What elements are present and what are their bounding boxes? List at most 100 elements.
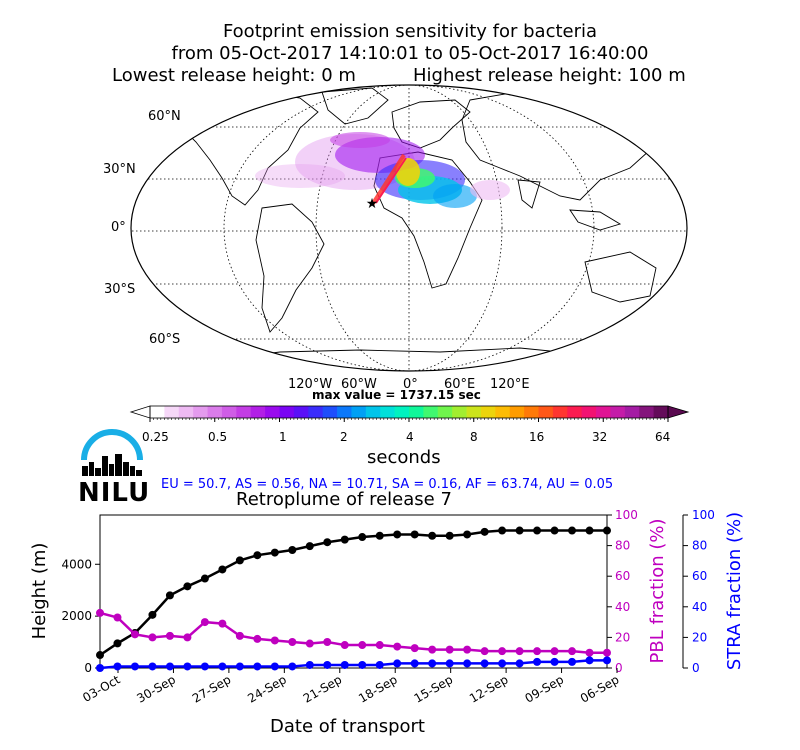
- y-axis-label-pbl: PBL fraction (%): [647, 519, 668, 664]
- x-axis-tick-label: 06-Sep: [578, 672, 622, 705]
- left-axis-tick-label: 0: [84, 661, 92, 675]
- colorbar-cell: [639, 406, 655, 418]
- pbl-axis-tick-label: 80: [615, 539, 630, 553]
- series-point: [585, 526, 594, 535]
- series-point: [410, 644, 419, 653]
- series-point: [200, 618, 209, 627]
- colorbar-cell: [509, 406, 525, 418]
- series-point: [340, 660, 349, 669]
- stra-axis-tick-label: 80: [692, 539, 707, 553]
- series-line: [99, 659, 607, 670]
- colorbar-cell: [524, 406, 539, 418]
- series-point: [515, 659, 524, 668]
- series-point: [288, 637, 297, 646]
- series-point: [305, 660, 314, 669]
- lon-label-120e: 120°E: [490, 377, 530, 392]
- series-point: [200, 574, 209, 583]
- series-point: [305, 639, 314, 648]
- x-axis-tick-label: 18-Sep: [356, 672, 400, 705]
- series-point: [340, 641, 349, 650]
- colorbar-cell: [466, 406, 482, 418]
- series-point: [305, 542, 314, 551]
- colorbar-tick-3: 2: [340, 430, 348, 444]
- series-point: [428, 645, 437, 654]
- series-point: [235, 662, 244, 671]
- series-point: [515, 526, 524, 535]
- timeseries-title: Retroplume of release 7: [236, 489, 452, 510]
- logo-arc-icon: [81, 429, 143, 461]
- series-point: [568, 647, 577, 656]
- lon-label-60e: 60°E: [444, 377, 476, 392]
- pbl-axis-tick-label: 60: [615, 569, 630, 583]
- series-point: [323, 660, 332, 669]
- series-point: [480, 659, 489, 668]
- colorbar-cell: [193, 406, 208, 418]
- colorbar-cell: [423, 406, 439, 418]
- series-point: [585, 648, 594, 657]
- colorbar-ticks: [149, 418, 669, 422]
- colorbar-cell: [437, 406, 453, 418]
- stra-axis-tick-label: 20: [692, 630, 707, 644]
- colorbar-cell: [178, 406, 194, 418]
- series-line: [99, 611, 607, 654]
- pbl-axis-tick-label: 20: [615, 630, 630, 644]
- series-point: [358, 641, 367, 650]
- series-point: [130, 630, 139, 639]
- stra-axis-tick-label: 60: [692, 569, 707, 583]
- series-point: [218, 565, 227, 574]
- lat-label-60n: 60°N: [148, 109, 181, 124]
- series-point: [445, 659, 454, 668]
- series-point: [480, 527, 489, 536]
- series-point: [568, 657, 577, 666]
- x-axis-label: Date of transport: [270, 716, 425, 737]
- series-point: [200, 662, 209, 671]
- series-point: [550, 647, 559, 656]
- colorbar-cell: [452, 406, 467, 418]
- colorbar-cell: [538, 406, 554, 418]
- colorbar-cell: [409, 406, 424, 418]
- y-axis-label-stra: STRA fraction (%): [724, 512, 745, 670]
- series-point: [148, 610, 157, 619]
- colorbar-cell: [337, 406, 352, 418]
- x-axis-tick-label: 24-Sep: [245, 672, 289, 705]
- nilu-logo: [81, 429, 143, 476]
- series-point: [183, 633, 192, 642]
- colorbar-cell: [293, 406, 309, 418]
- colorbar-cell: [480, 406, 496, 418]
- series-point: [585, 656, 594, 665]
- series-point: [375, 660, 384, 669]
- emission-plume: [255, 132, 510, 208]
- series-point: [165, 662, 174, 671]
- series-point: [375, 641, 384, 650]
- series-point: [340, 535, 349, 544]
- left-axis-tick-label: 4000: [61, 557, 92, 571]
- series-point: [463, 530, 472, 539]
- left-axis-tick-label: 2000: [61, 609, 92, 623]
- pbl-axis-tick-label: 100: [615, 508, 638, 522]
- series-point: [410, 659, 419, 668]
- colorbar-cell: [221, 406, 237, 418]
- series-point: [148, 662, 157, 671]
- series-point: [165, 631, 174, 640]
- series-point: [393, 642, 402, 651]
- series-point: [410, 530, 419, 539]
- series-point: [218, 662, 227, 671]
- series-point: [358, 533, 367, 542]
- series-point: [463, 645, 472, 654]
- series-point: [270, 662, 279, 671]
- lat-label-60s: 60°S: [149, 332, 181, 347]
- y-axis-label-height: Height (m): [29, 543, 50, 640]
- series-point: [130, 662, 139, 671]
- chart-title-line2: from 05-Oct-2017 14:10:01 to 05-Oct-2017…: [171, 43, 649, 64]
- series-point: [533, 647, 542, 656]
- series-point: [445, 645, 454, 654]
- colorbar-tick-0: 0.25: [142, 430, 169, 444]
- series-point: [603, 526, 611, 535]
- series-point: [235, 556, 244, 565]
- colorbar-cell: [207, 406, 223, 418]
- series-point: [253, 662, 262, 671]
- colorbar-cell: [150, 406, 165, 418]
- stra-axis-tick-label: 0: [692, 661, 700, 675]
- series-point: [165, 591, 174, 600]
